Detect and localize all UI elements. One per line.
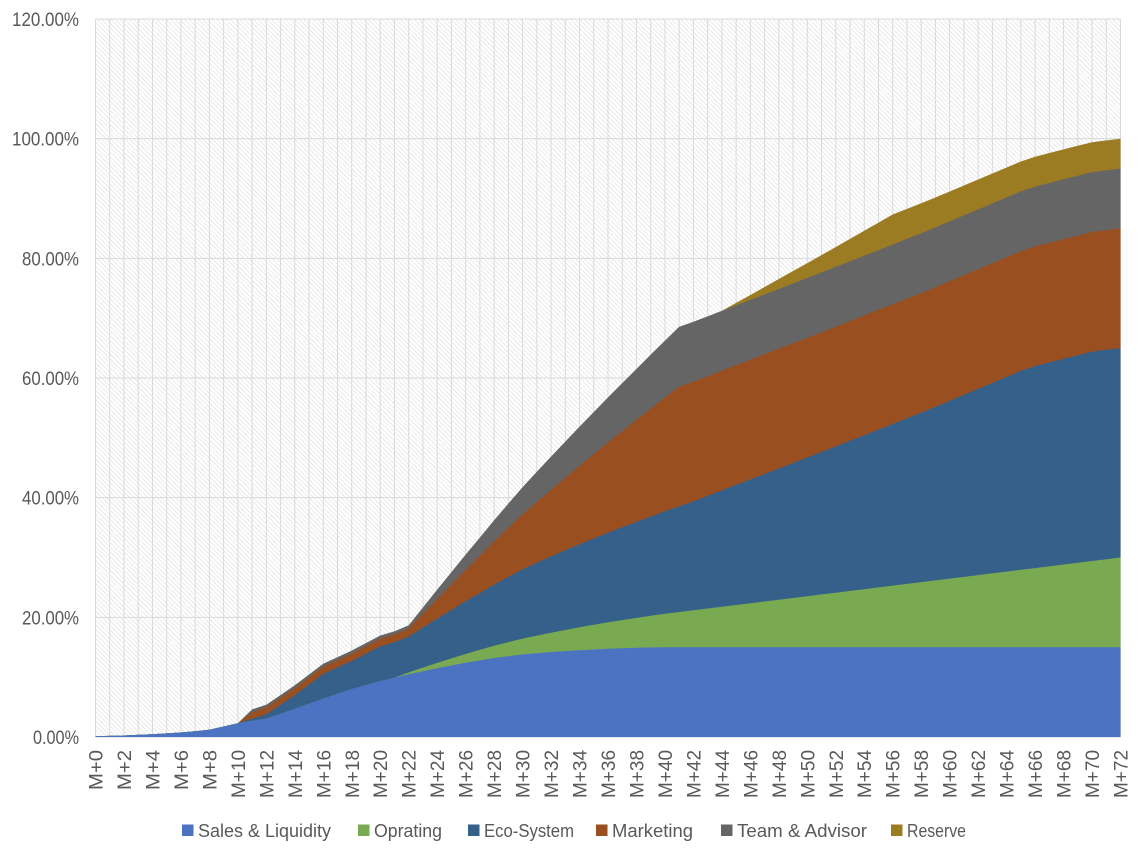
svg-text:M+58: M+58 bbox=[912, 750, 933, 798]
svg-text:M+44: M+44 bbox=[713, 750, 734, 798]
svg-text:Oprating: Oprating bbox=[374, 821, 442, 841]
svg-text:M+52: M+52 bbox=[827, 750, 848, 798]
svg-text:0.00%: 0.00% bbox=[33, 728, 79, 749]
svg-text:M+20: M+20 bbox=[371, 750, 392, 798]
svg-text:M+16: M+16 bbox=[314, 750, 335, 798]
svg-text:M+2: M+2 bbox=[115, 750, 136, 790]
svg-text:M+48: M+48 bbox=[770, 750, 791, 798]
svg-text:Sales & Liquidity: Sales & Liquidity bbox=[198, 821, 331, 841]
svg-text:M+62: M+62 bbox=[969, 750, 990, 798]
svg-text:M+64: M+64 bbox=[998, 750, 1019, 798]
svg-text:M+50: M+50 bbox=[798, 750, 819, 798]
svg-text:20.00%: 20.00% bbox=[22, 608, 79, 629]
svg-text:M+38: M+38 bbox=[628, 750, 649, 798]
svg-text:80.00%: 80.00% bbox=[22, 249, 79, 270]
svg-text:M+4: M+4 bbox=[143, 750, 164, 790]
svg-text:120.00%: 120.00% bbox=[12, 10, 79, 31]
svg-text:M+12: M+12 bbox=[257, 750, 278, 798]
svg-text:M+10: M+10 bbox=[229, 750, 250, 798]
svg-text:Marketing: Marketing bbox=[612, 821, 693, 841]
svg-text:M+66: M+66 bbox=[1026, 750, 1047, 798]
svg-text:Eco-System: Eco-System bbox=[484, 821, 574, 841]
svg-text:40.00%: 40.00% bbox=[22, 489, 79, 510]
svg-text:M+14: M+14 bbox=[286, 750, 307, 798]
svg-text:M+54: M+54 bbox=[855, 750, 876, 798]
svg-text:M+18: M+18 bbox=[343, 750, 364, 798]
svg-text:M+40: M+40 bbox=[656, 750, 677, 798]
svg-text:M+34: M+34 bbox=[571, 750, 592, 798]
svg-text:100.00%: 100.00% bbox=[12, 130, 79, 151]
svg-text:M+26: M+26 bbox=[457, 750, 478, 798]
svg-text:M+32: M+32 bbox=[542, 750, 563, 798]
svg-text:M+30: M+30 bbox=[514, 750, 535, 798]
svg-text:M+72: M+72 bbox=[1112, 750, 1133, 798]
svg-text:M+22: M+22 bbox=[400, 750, 421, 798]
svg-text:M+28: M+28 bbox=[485, 750, 506, 798]
svg-text:60.00%: 60.00% bbox=[22, 369, 79, 390]
svg-text:Reserve: Reserve bbox=[907, 821, 966, 841]
svg-text:M+36: M+36 bbox=[599, 750, 620, 798]
svg-text:M+42: M+42 bbox=[684, 750, 705, 798]
svg-text:Team & Advisor: Team & Advisor bbox=[737, 821, 867, 841]
svg-text:M+0: M+0 bbox=[87, 750, 108, 790]
svg-text:M+8: M+8 bbox=[200, 750, 221, 790]
svg-text:M+24: M+24 bbox=[428, 750, 449, 798]
svg-text:M+70: M+70 bbox=[1083, 750, 1104, 798]
svg-text:M+46: M+46 bbox=[741, 750, 762, 798]
svg-text:M+60: M+60 bbox=[941, 750, 962, 798]
svg-text:M+68: M+68 bbox=[1055, 750, 1076, 798]
svg-text:M+56: M+56 bbox=[884, 750, 905, 798]
svg-text:M+6: M+6 bbox=[172, 750, 193, 790]
